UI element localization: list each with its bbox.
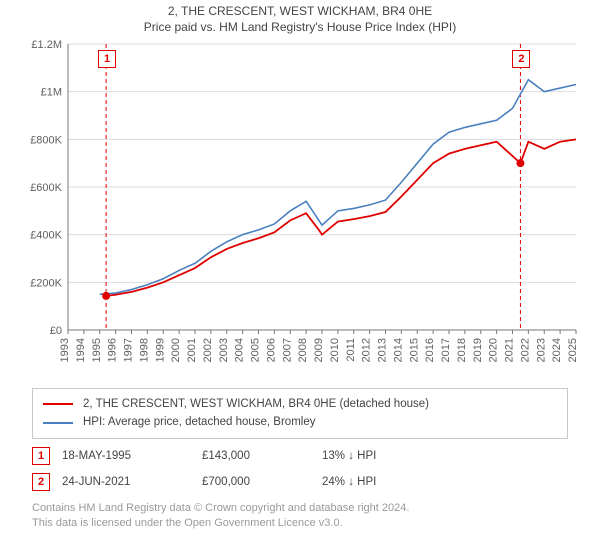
svg-text:1999: 1999 <box>154 338 166 362</box>
svg-text:2019: 2019 <box>472 338 484 362</box>
svg-text:2025: 2025 <box>567 338 579 362</box>
sale-marker-badge: 1 <box>98 50 116 68</box>
chart-title: 2, THE CRESCENT, WEST WICKHAM, BR4 0HE <box>0 4 600 18</box>
svg-text:2004: 2004 <box>234 338 246 362</box>
svg-text:2014: 2014 <box>392 338 404 362</box>
svg-text:£600K: £600K <box>30 182 62 194</box>
svg-text:£1.2M: £1.2M <box>31 39 62 51</box>
footnote: Contains HM Land Registry data © Crown c… <box>32 501 568 531</box>
svg-text:2020: 2020 <box>488 338 500 362</box>
svg-text:2001: 2001 <box>186 338 198 362</box>
svg-text:2009: 2009 <box>313 338 325 362</box>
sale-delta: 13% ↓ HPI <box>322 450 462 462</box>
svg-text:2015: 2015 <box>408 338 420 362</box>
svg-text:£400K: £400K <box>30 230 62 242</box>
legend: 2, THE CRESCENT, WEST WICKHAM, BR4 0HE (… <box>32 388 568 439</box>
svg-text:£0: £0 <box>50 325 62 337</box>
legend-label: HPI: Average price, detached house, Brom… <box>83 413 315 431</box>
svg-text:2012: 2012 <box>361 338 373 362</box>
svg-text:2003: 2003 <box>218 338 230 362</box>
svg-text:1996: 1996 <box>107 338 119 362</box>
svg-text:1998: 1998 <box>138 338 150 362</box>
svg-text:2007: 2007 <box>281 338 293 362</box>
svg-text:£1M: £1M <box>41 87 62 99</box>
sale-marker-badge: 2 <box>512 50 530 68</box>
legend-swatch <box>43 422 73 424</box>
sale-date: 18-MAY-1995 <box>62 450 202 462</box>
svg-text:2011: 2011 <box>345 338 357 362</box>
legend-label: 2, THE CRESCENT, WEST WICKHAM, BR4 0HE (… <box>83 395 429 413</box>
svg-text:2021: 2021 <box>504 338 516 362</box>
svg-text:2010: 2010 <box>329 338 341 362</box>
svg-text:2000: 2000 <box>170 338 182 362</box>
svg-text:2016: 2016 <box>424 338 436 362</box>
chart-plot: £0 £200K £400K £600K £800K £1M £1.2M 1993 1994 19… <box>20 38 580 378</box>
legend-swatch <box>43 403 73 405</box>
sales-table: 1 18-MAY-1995£143,00013% ↓ HPI 2 24-JUN-202… <box>32 447 568 491</box>
sale-price: £143,000 <box>202 450 322 462</box>
svg-text:2002: 2002 <box>202 338 214 362</box>
svg-text:2013: 2013 <box>377 338 389 362</box>
sale-badge: 1 <box>32 447 50 465</box>
svg-text:1995: 1995 <box>91 338 103 362</box>
sale-badge: 2 <box>32 473 50 491</box>
sale-delta: 24% ↓ HPI <box>322 476 462 488</box>
svg-text:2005: 2005 <box>250 338 262 362</box>
svg-text:2022: 2022 <box>519 338 531 362</box>
sale-price: £700,000 <box>202 476 322 488</box>
svg-text:2006: 2006 <box>265 338 277 362</box>
svg-text:2024: 2024 <box>551 338 563 362</box>
svg-text:1994: 1994 <box>75 338 87 362</box>
svg-text:1997: 1997 <box>123 338 135 362</box>
footnote-line-2: This data is licensed under the Open Gov… <box>32 516 568 531</box>
svg-text:£200K: £200K <box>30 277 62 289</box>
svg-text:2017: 2017 <box>440 338 452 362</box>
svg-text:2008: 2008 <box>297 338 309 362</box>
chart-subtitle: Price paid vs. HM Land Registry's House … <box>0 20 600 34</box>
svg-text:2018: 2018 <box>456 338 468 362</box>
legend-item: 2, THE CRESCENT, WEST WICKHAM, BR4 0HE (… <box>43 395 557 413</box>
svg-text:2023: 2023 <box>535 338 547 362</box>
sale-date: 24-JUN-2021 <box>62 476 202 488</box>
svg-text:£800K: £800K <box>30 134 62 146</box>
svg-text:1993: 1993 <box>59 338 71 362</box>
footnote-line-1: Contains HM Land Registry data © Crown c… <box>32 501 568 516</box>
legend-item: HPI: Average price, detached house, Brom… <box>43 413 557 431</box>
